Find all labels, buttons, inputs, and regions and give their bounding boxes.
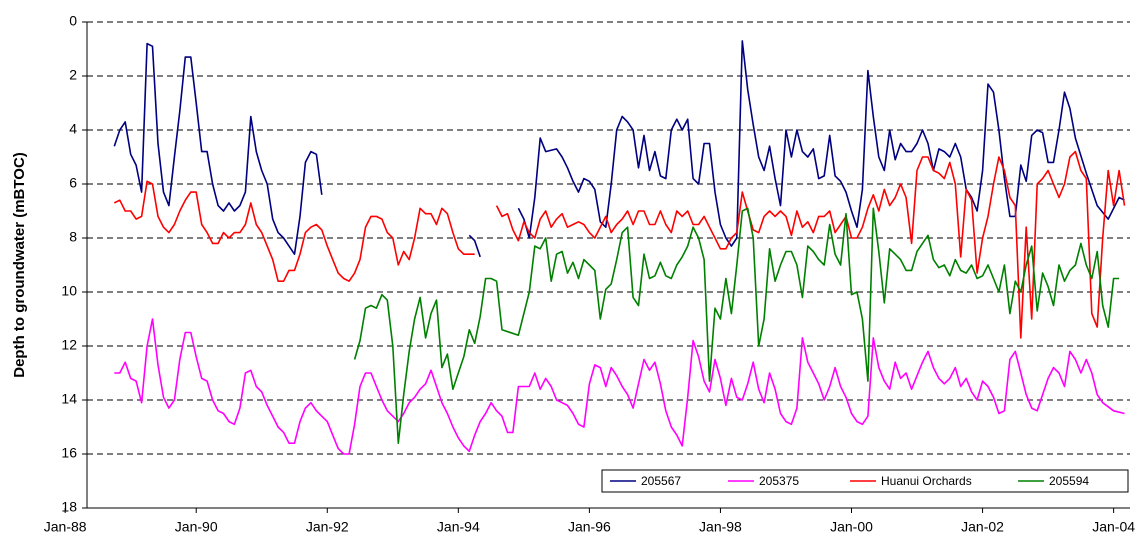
legend-label: 205567 — [641, 474, 681, 488]
x-tick-label: Jan-88 — [44, 519, 87, 535]
y-tick-label: 10 — [61, 283, 77, 299]
series-line — [113, 150, 1126, 339]
y-tick-label: 2 — [69, 67, 77, 83]
y-tick-label: 6 — [69, 175, 77, 191]
y-tick-label: 14 — [61, 391, 77, 407]
legend-label: 205375 — [759, 474, 799, 488]
legend-label: 205594 — [1049, 474, 1089, 488]
x-tick-label: Jan-00 — [830, 519, 873, 535]
legend-label: Huanui Orchards — [881, 474, 972, 488]
y-axis-title: Depth to groundwater (mBTOC) — [11, 152, 28, 378]
x-tick-label: Jan-98 — [699, 519, 742, 535]
y-tick-label: 8 — [69, 229, 77, 245]
y-tick-label: 4 — [69, 121, 77, 137]
x-tick-label: Jan-96 — [568, 519, 611, 535]
x-tick-label: Jan-94 — [437, 519, 480, 535]
y-tick-label: 18 — [61, 499, 77, 515]
y-tick-label: 16 — [61, 445, 77, 461]
series-line — [353, 207, 1120, 444]
x-tick-label: Jan-04 — [1092, 519, 1135, 535]
series-line — [113, 40, 1125, 258]
series-line — [114, 318, 1125, 455]
x-tick-label: Jan-92 — [306, 519, 349, 535]
y-tick-label: 0 — [69, 13, 77, 29]
y-tick-label: 12 — [61, 337, 77, 353]
x-tick-label: Jan-02 — [961, 519, 1004, 535]
legend: 205567 205375 Huanui Orchards 205594 — [601, 469, 1129, 493]
x-tick-label: Jan-90 — [175, 519, 218, 535]
